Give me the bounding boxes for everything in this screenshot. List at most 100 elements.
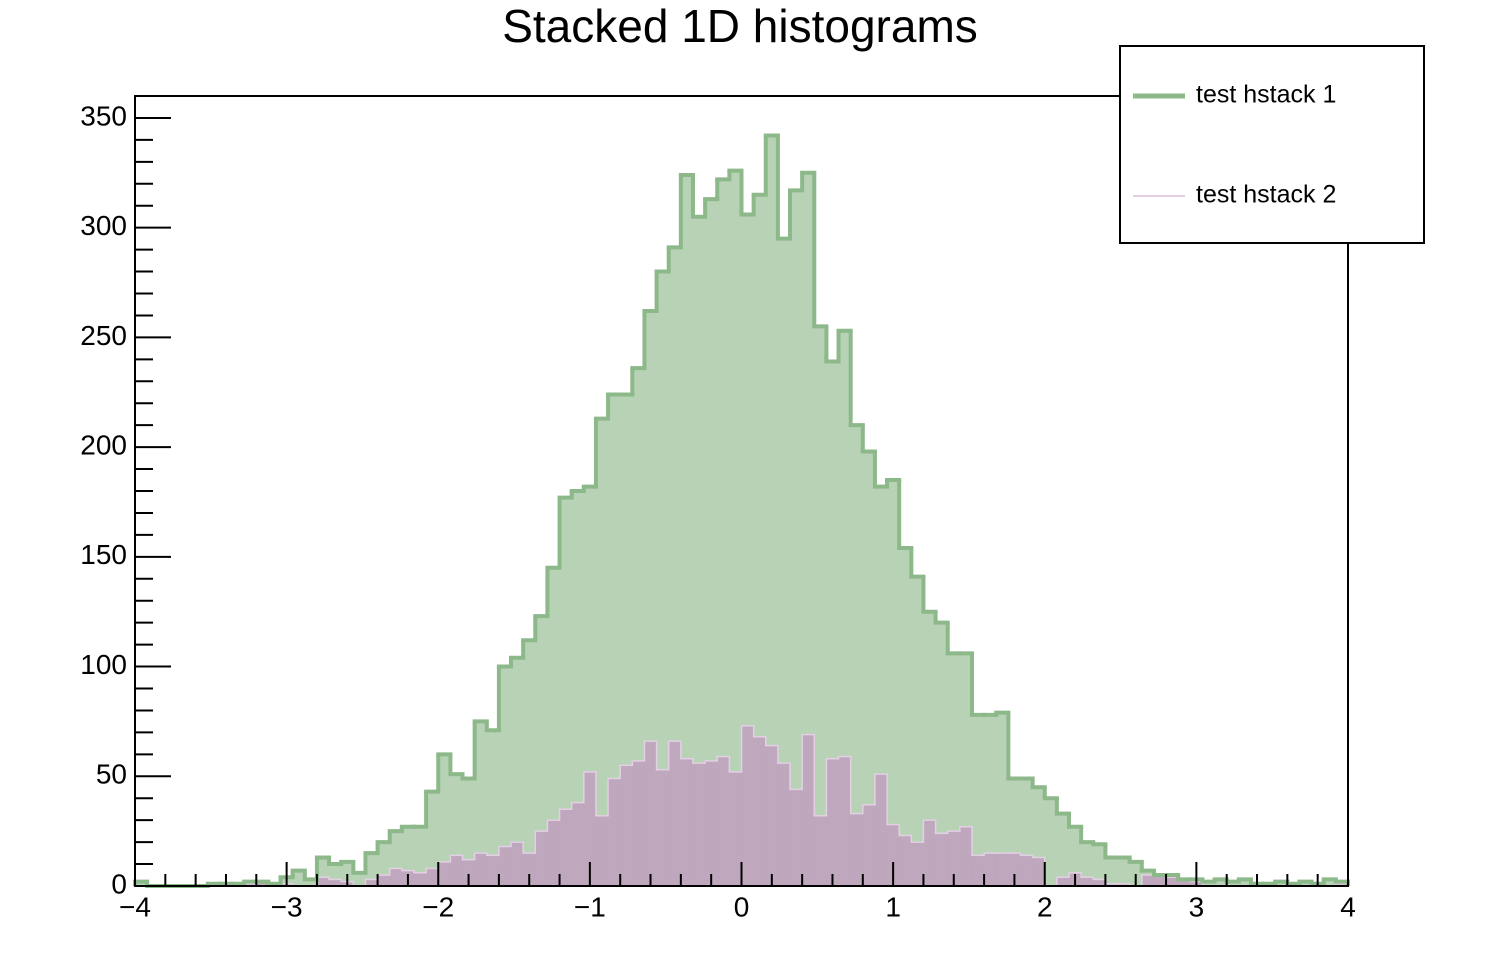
histogram-bar xyxy=(1008,778,1021,854)
x-tick-label: 3 xyxy=(1189,891,1205,922)
histogram-bar xyxy=(534,615,548,832)
histogram-bar xyxy=(619,394,633,766)
histogram-bar xyxy=(704,760,718,887)
histogram-bar xyxy=(789,789,803,887)
histogram-bar xyxy=(729,170,742,773)
legend: test hstack 1 test hstack 2 xyxy=(1119,45,1425,244)
x-tick-label: −2 xyxy=(422,891,454,922)
histogram-bar xyxy=(401,826,415,871)
histogram-bar xyxy=(450,773,463,856)
histogram-bar xyxy=(826,361,839,760)
histogram-bar xyxy=(765,745,779,887)
y-tick-label: 50 xyxy=(96,759,127,790)
histogram-bar xyxy=(692,762,706,887)
chart-title: Stacked 1D histograms xyxy=(502,0,978,52)
histogram-bar xyxy=(741,725,754,887)
histogram-bar xyxy=(377,874,391,887)
histogram-bar xyxy=(1020,778,1033,856)
histogram-bar xyxy=(716,179,730,757)
histogram-bar xyxy=(1020,854,1033,887)
histogram-bar xyxy=(874,773,888,887)
histogram-bar xyxy=(425,868,439,887)
histogram-bar xyxy=(898,835,912,887)
histogram-bar xyxy=(668,740,682,887)
histogram-bar xyxy=(692,216,706,764)
histogram-bar xyxy=(571,490,585,803)
histogram-bar xyxy=(644,310,657,742)
y-tick-label: 300 xyxy=(80,210,127,241)
histogram-bar xyxy=(522,639,536,854)
histogram-bar xyxy=(898,547,912,836)
histogram-bar xyxy=(680,174,694,760)
histogram-bar xyxy=(680,758,694,887)
x-tick-label: 2 xyxy=(1037,891,1053,922)
histogram-bar xyxy=(850,424,864,814)
histogram-bar xyxy=(619,765,633,887)
histogram-bar xyxy=(668,247,682,742)
histogram-bar xyxy=(911,841,924,887)
histogram-bar xyxy=(607,394,621,779)
histogram-bar xyxy=(498,846,512,887)
histogram-bar xyxy=(704,198,718,762)
histogram-bar xyxy=(413,872,427,887)
histogram-bar xyxy=(983,852,997,887)
histogram-bar xyxy=(716,756,730,887)
histogram-bar xyxy=(971,854,985,887)
histogram-bar xyxy=(983,714,997,854)
histogram-bar xyxy=(437,861,451,887)
histogram-bar xyxy=(826,758,839,887)
histogram-bar xyxy=(874,486,888,775)
histogram-bar xyxy=(1080,841,1094,878)
histogram-outline xyxy=(133,133,1350,888)
legend-box xyxy=(1119,45,1425,244)
histogram-bar xyxy=(534,830,548,887)
x-tick-label: −1 xyxy=(574,891,606,922)
histogram-bar xyxy=(1080,876,1094,887)
histogram-bar xyxy=(1056,876,1070,887)
histogram-bar xyxy=(850,813,864,887)
histogram-bar xyxy=(947,653,961,832)
histogram-bar xyxy=(486,854,500,887)
y-tick-label: 0 xyxy=(111,868,127,899)
histogram-bar xyxy=(510,657,524,843)
histogram-bar xyxy=(777,762,791,887)
y-tick-label: 150 xyxy=(80,539,127,570)
histogram-bar xyxy=(959,826,973,887)
histogram-bar xyxy=(450,854,463,887)
histogram-bar xyxy=(813,815,827,887)
histogram-bar xyxy=(595,815,609,887)
histogram-bar xyxy=(486,729,500,856)
x-tick-label: 1 xyxy=(885,891,901,922)
histogram-bar xyxy=(862,804,876,887)
legend-label: test hstack 2 xyxy=(1196,181,1336,209)
histogram-bar xyxy=(729,771,742,887)
histogram-bar xyxy=(789,190,803,790)
histogram-bar xyxy=(995,852,1009,887)
histogram-bar xyxy=(559,808,572,887)
y-tick-label: 350 xyxy=(80,100,127,131)
histogram-bar xyxy=(911,576,924,843)
y-tick-label: 200 xyxy=(80,430,127,461)
histogram-bar xyxy=(1032,857,1046,887)
histogram-bar xyxy=(923,611,936,821)
legend-label: test hstack 1 xyxy=(1196,81,1336,109)
histogram-bar xyxy=(838,756,851,887)
histogram-bar xyxy=(389,868,403,887)
histogram-bar xyxy=(777,238,791,764)
x-tick-label: −3 xyxy=(271,891,303,922)
y-tick-label: 250 xyxy=(80,320,127,351)
histogram-bar xyxy=(474,852,488,887)
histogram-bar xyxy=(571,802,585,887)
histogram-bar xyxy=(741,214,754,727)
histogram-bar xyxy=(656,769,670,887)
histogram-bar xyxy=(547,819,560,887)
histogram-bar xyxy=(510,841,524,887)
histogram-bar xyxy=(462,778,475,860)
histogram-bar xyxy=(753,736,767,887)
histogram-bar xyxy=(923,819,936,887)
histogram-bar xyxy=(607,778,621,887)
histogram-bar xyxy=(328,863,342,880)
histogram-bar xyxy=(801,734,815,887)
